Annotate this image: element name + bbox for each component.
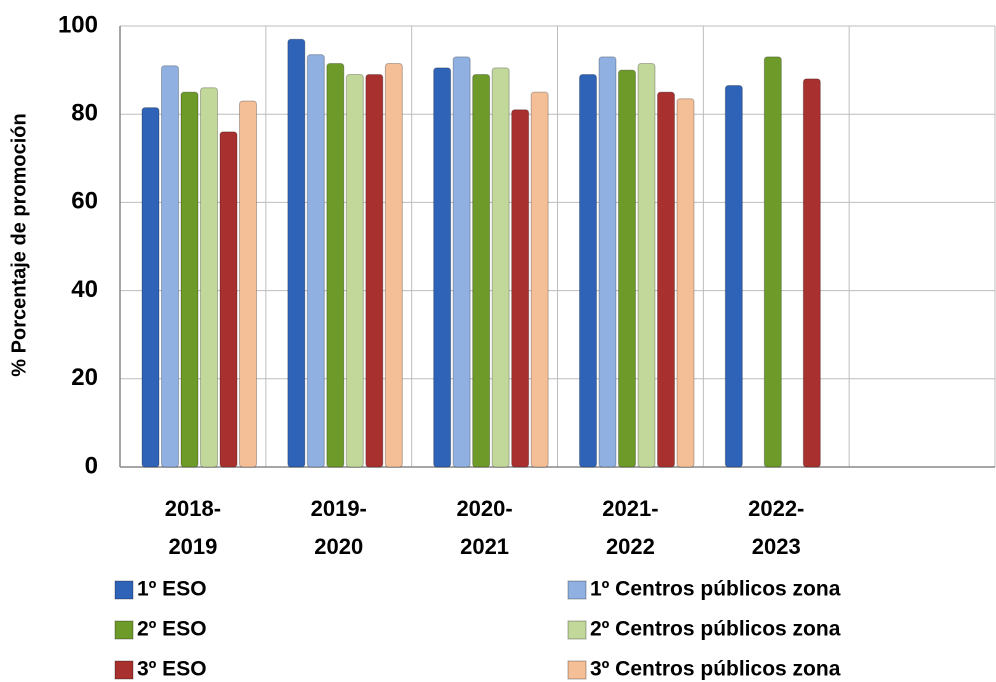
bar: [365, 74, 384, 468]
bar: [802, 78, 821, 468]
y-tick-label: 20: [71, 364, 98, 391]
legend-swatch: [114, 620, 134, 640]
legend-swatch: [567, 660, 587, 680]
bar: [763, 56, 782, 468]
x-tick-label: 2022-2023: [748, 496, 804, 559]
bar: [141, 107, 160, 468]
bar: [326, 62, 345, 468]
bar: [618, 69, 636, 468]
y-tick-label: 40: [71, 276, 98, 303]
legend-swatch: [567, 580, 587, 600]
bar: [384, 62, 403, 468]
x-tick-label: 2018-2019: [165, 496, 221, 559]
x-tick-label: 2019-2020: [311, 496, 367, 559]
y-tick-label: 60: [71, 188, 98, 215]
bar: [180, 91, 199, 468]
y-axis-label: % Porcentaje de promoción: [8, 113, 30, 376]
legend-label: 3º ESO: [137, 658, 207, 681]
bar: [491, 67, 510, 468]
bar: [433, 67, 452, 468]
legend-label: 1º Centros públicos zona: [590, 578, 841, 601]
bar: [219, 131, 238, 468]
bar: [676, 98, 695, 468]
legend-swatch: [567, 620, 587, 640]
bar: [200, 87, 218, 468]
legend-swatch: [114, 660, 134, 680]
bar: [657, 91, 675, 468]
legend-swatch: [114, 580, 134, 600]
bar: [724, 85, 743, 468]
bar: [161, 65, 179, 468]
bar: [287, 38, 306, 468]
legend-label: 1º ESO: [137, 578, 207, 601]
bar: [345, 74, 364, 468]
bar: [452, 56, 471, 468]
bar: [472, 74, 491, 468]
x-tick-label: 2021-2022: [602, 496, 658, 559]
y-tick-label: 0: [85, 452, 98, 479]
legend-label: 2º ESO: [137, 618, 207, 641]
bar: [511, 109, 530, 468]
legend-label: 2º Centros públicos zona: [590, 618, 841, 641]
bar: [239, 100, 257, 468]
y-tick-label: 80: [71, 100, 98, 127]
bar: [598, 56, 617, 468]
bar: [306, 54, 325, 468]
x-tick-label: 2020-2021: [456, 496, 512, 559]
y-tick-label: 100: [58, 11, 98, 38]
bar: [579, 74, 597, 468]
bar: [530, 91, 549, 468]
bar: [637, 62, 656, 468]
legend-label: 3º Centros públicos zona: [590, 658, 841, 681]
